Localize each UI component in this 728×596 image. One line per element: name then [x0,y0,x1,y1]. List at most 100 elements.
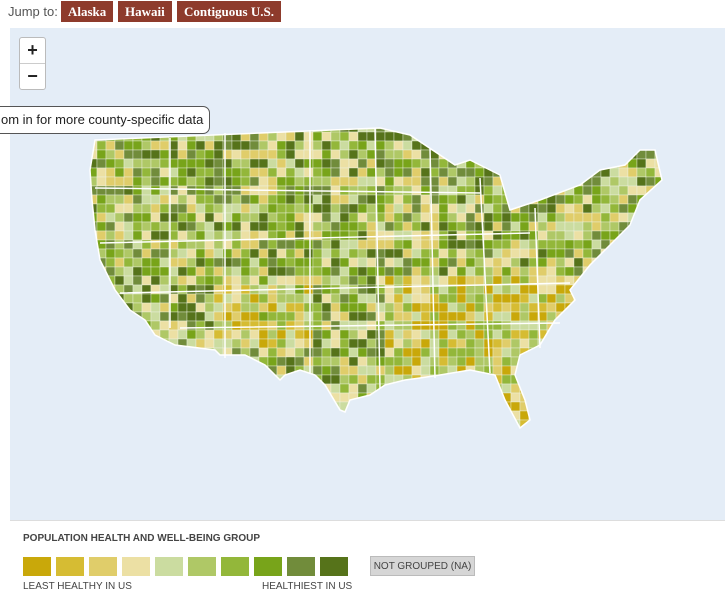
county [213,284,224,295]
county [519,320,530,331]
county [402,167,413,178]
county [375,167,386,178]
county [303,158,314,169]
county [402,203,413,214]
county [177,176,188,187]
county [114,266,125,277]
county [393,329,404,340]
county [96,203,107,214]
county [105,203,116,214]
county [168,329,179,340]
county [384,302,395,313]
county [276,131,287,142]
county [249,338,260,349]
county [384,221,395,232]
county [384,347,395,358]
county [384,203,395,214]
county [285,266,296,277]
county [564,194,575,205]
county [402,365,413,376]
county [384,194,395,205]
county [231,293,242,304]
county [474,293,485,304]
county [474,311,485,322]
county [519,266,530,277]
county [339,167,350,178]
county [510,257,521,268]
county [447,266,458,277]
county [348,203,359,214]
county [150,293,161,304]
jump-button[interactable]: Contiguous U.S. [177,1,281,22]
county [141,293,152,304]
county [240,311,251,322]
county [456,257,467,268]
legend-swatch [122,557,150,576]
zoom-out[interactable]: − [27,66,38,86]
county [402,140,413,151]
county [321,275,332,286]
county [240,329,251,340]
county [546,284,557,295]
county [213,194,224,205]
county [240,239,251,250]
county [186,176,197,187]
county [186,221,197,232]
county [348,365,359,376]
county [132,167,143,178]
county [528,284,539,295]
county [528,293,539,304]
county [294,221,305,232]
jump-button[interactable]: Alaska [61,1,114,22]
county [240,149,251,160]
county [636,185,647,196]
county [276,320,287,331]
county [231,221,242,232]
county [465,338,476,349]
county [330,347,341,358]
jump-button[interactable]: Hawaii [118,1,172,22]
county [339,158,350,169]
county [159,293,170,304]
county [366,338,377,349]
county [447,176,458,187]
county [348,293,359,304]
county [303,131,314,142]
county [474,284,485,295]
county [312,293,323,304]
county [240,257,251,268]
county [600,203,611,214]
county [330,275,341,286]
county [258,320,269,331]
county [231,176,242,187]
county [366,311,377,322]
county [213,140,224,151]
county [294,257,305,268]
county [573,257,584,268]
county [285,275,296,286]
county [582,212,593,223]
county [312,266,323,277]
county [321,140,332,151]
county [267,221,278,232]
county [267,347,278,358]
county [330,374,341,385]
county [294,176,305,187]
map[interactable] [10,28,725,520]
county [357,185,368,196]
county [159,275,170,286]
legend-na: NOT GROUPED (NA) [370,556,475,576]
county [276,293,287,304]
county [366,221,377,232]
county [411,356,422,367]
county [321,194,332,205]
county [177,266,188,277]
county [195,320,206,331]
county [303,203,314,214]
zoom-in[interactable]: + [20,38,45,64]
county [132,266,143,277]
county [285,203,296,214]
county [591,176,602,187]
county [249,329,260,340]
county [366,176,377,187]
